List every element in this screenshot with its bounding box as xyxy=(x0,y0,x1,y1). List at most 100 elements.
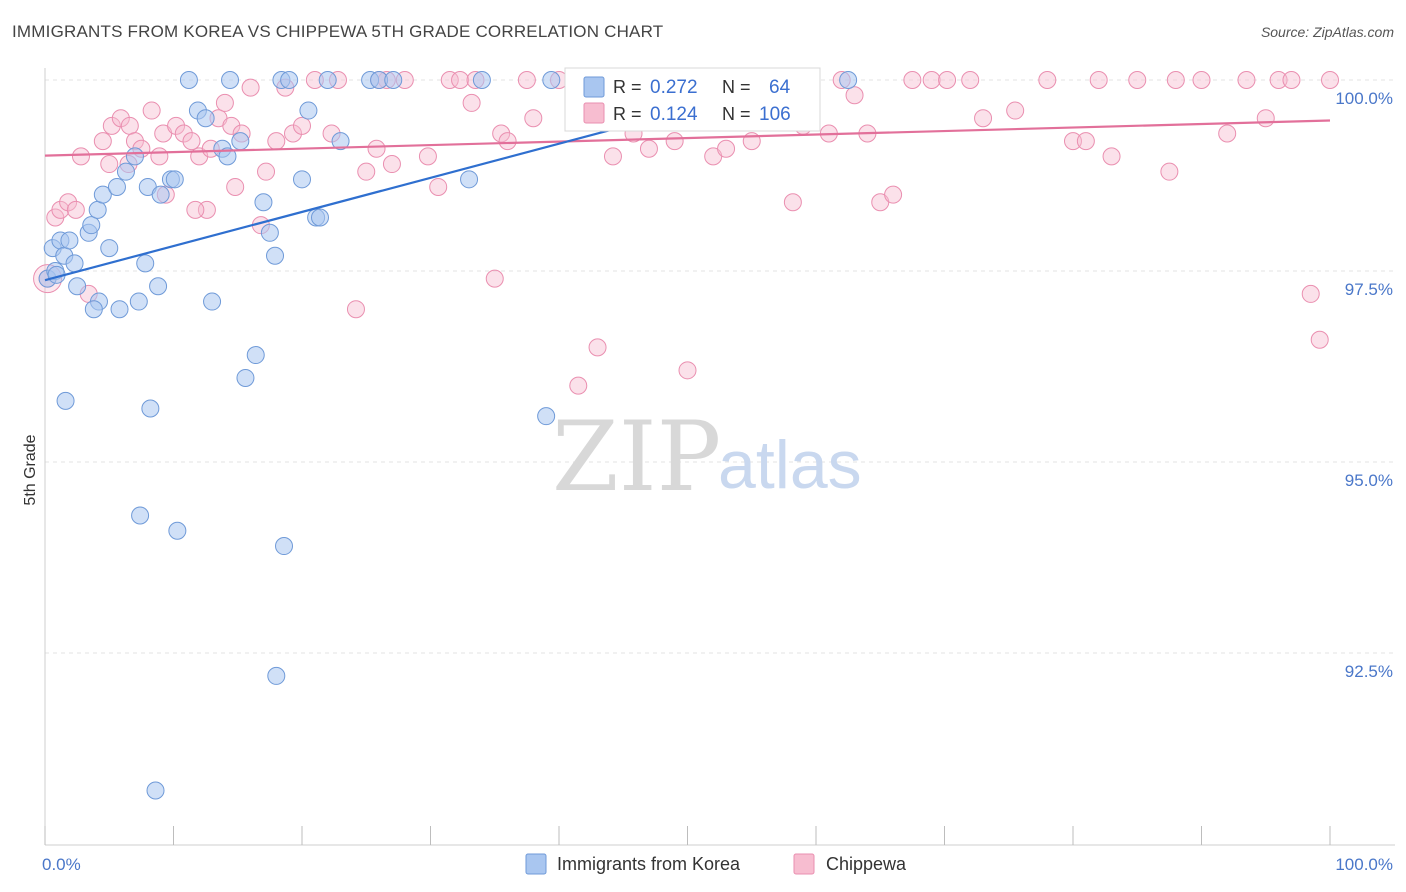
watermark-atlas: atlas xyxy=(718,427,862,503)
y-tick-label: 95.0% xyxy=(1345,471,1393,490)
point-chippewa xyxy=(174,124,193,143)
point-korea xyxy=(839,71,858,89)
point-chippewa xyxy=(639,139,658,158)
point-chippewa xyxy=(293,116,311,135)
point-korea xyxy=(236,368,255,387)
point-chippewa xyxy=(1218,124,1237,143)
point-chippewa xyxy=(215,93,234,112)
stats-n-value-chippewa: 106 xyxy=(759,104,791,125)
point-korea xyxy=(141,399,160,418)
point-korea xyxy=(65,254,84,273)
point-korea xyxy=(218,147,237,166)
point-chippewa xyxy=(241,78,260,97)
point-chippewa xyxy=(569,376,588,395)
point-korea xyxy=(136,254,155,273)
point-chippewa xyxy=(257,162,276,181)
series-korea-points xyxy=(38,71,858,800)
point-chippewa xyxy=(517,71,536,89)
point-korea xyxy=(179,71,198,89)
point-chippewa xyxy=(440,71,459,89)
point-chippewa xyxy=(226,177,245,196)
stats-n-label-korea: N = xyxy=(722,77,751,97)
legend-swatch-chippewa xyxy=(793,853,815,875)
point-korea xyxy=(165,170,184,189)
stats-legend-frame xyxy=(564,67,821,132)
point-chippewa xyxy=(367,139,386,158)
y-tick-label: 92.5% xyxy=(1345,662,1393,681)
stats-r-value-chippewa: 0.124 xyxy=(650,104,698,125)
point-korea xyxy=(125,147,144,166)
point-korea xyxy=(472,71,491,89)
point-chippewa xyxy=(1160,162,1179,181)
point-korea xyxy=(293,170,311,189)
point-chippewa xyxy=(102,116,121,135)
point-korea xyxy=(266,246,285,265)
watermark-zip: ZIP xyxy=(552,401,721,513)
point-korea xyxy=(275,537,294,556)
point-chippewa xyxy=(51,200,70,219)
axes: 0.0% 100.0% xyxy=(42,68,1395,874)
point-chippewa xyxy=(357,162,376,181)
point-chippewa xyxy=(1310,330,1329,349)
stats-r-label-korea: R = xyxy=(613,77,642,97)
stats-n-label-chippewa: N = xyxy=(722,104,751,124)
point-chippewa xyxy=(961,71,980,89)
point-chippewa xyxy=(167,116,186,135)
point-chippewa xyxy=(1237,71,1256,89)
point-korea xyxy=(196,109,215,128)
point-korea xyxy=(246,346,265,365)
point-korea xyxy=(82,216,101,235)
stats-n-value-korea: 64 xyxy=(769,77,791,98)
point-chippewa xyxy=(938,71,957,89)
point-chippewa xyxy=(1282,71,1301,89)
point-korea xyxy=(310,208,329,227)
point-korea xyxy=(88,200,107,219)
point-chippewa xyxy=(1076,132,1095,151)
point-korea xyxy=(537,407,556,426)
point-chippewa xyxy=(588,338,607,357)
series-legend: Immigrants from Korea Chippewa xyxy=(525,853,907,875)
legend-label-korea: Immigrants from Korea xyxy=(557,854,741,874)
point-chippewa xyxy=(678,361,697,380)
point-chippewa xyxy=(884,185,903,204)
point-korea xyxy=(149,277,168,296)
y-axis-label: 5th Grade xyxy=(22,434,39,505)
point-chippewa xyxy=(1192,71,1211,89)
watermark: ZIP atlas xyxy=(552,401,862,513)
point-chippewa xyxy=(922,71,941,89)
point-chippewa xyxy=(717,139,736,158)
point-korea xyxy=(100,239,119,258)
point-korea xyxy=(56,391,75,410)
point-chippewa xyxy=(845,86,864,105)
point-korea xyxy=(203,292,222,311)
point-chippewa xyxy=(1102,147,1121,166)
point-korea xyxy=(231,132,250,151)
point-korea xyxy=(260,223,279,242)
point-chippewa xyxy=(1256,109,1275,128)
point-chippewa xyxy=(1128,71,1147,89)
point-chippewa xyxy=(222,116,241,135)
point-chippewa xyxy=(603,147,622,166)
point-korea xyxy=(221,71,240,89)
point-korea xyxy=(131,506,150,525)
point-korea xyxy=(168,521,187,540)
point-chippewa xyxy=(418,147,437,166)
x-tick-label-max: 100.0% xyxy=(1335,855,1393,874)
point-chippewa xyxy=(284,124,303,143)
point-chippewa xyxy=(1321,71,1339,89)
point-korea xyxy=(129,292,148,311)
point-chippewa xyxy=(974,109,993,128)
point-chippewa xyxy=(1166,71,1185,89)
point-korea xyxy=(84,300,103,319)
point-chippewa xyxy=(1064,132,1082,151)
legend-swatch-korea xyxy=(525,853,547,875)
point-chippewa xyxy=(429,177,448,196)
point-korea xyxy=(254,193,273,212)
point-korea xyxy=(107,177,126,196)
point-chippewa xyxy=(492,124,511,143)
point-korea xyxy=(299,101,318,120)
stats-legend: R = 0.272 N = 64 R = 0.124 N = 106 xyxy=(564,67,821,132)
point-korea xyxy=(318,71,337,89)
point-chippewa xyxy=(66,200,85,219)
point-chippewa xyxy=(111,109,130,128)
